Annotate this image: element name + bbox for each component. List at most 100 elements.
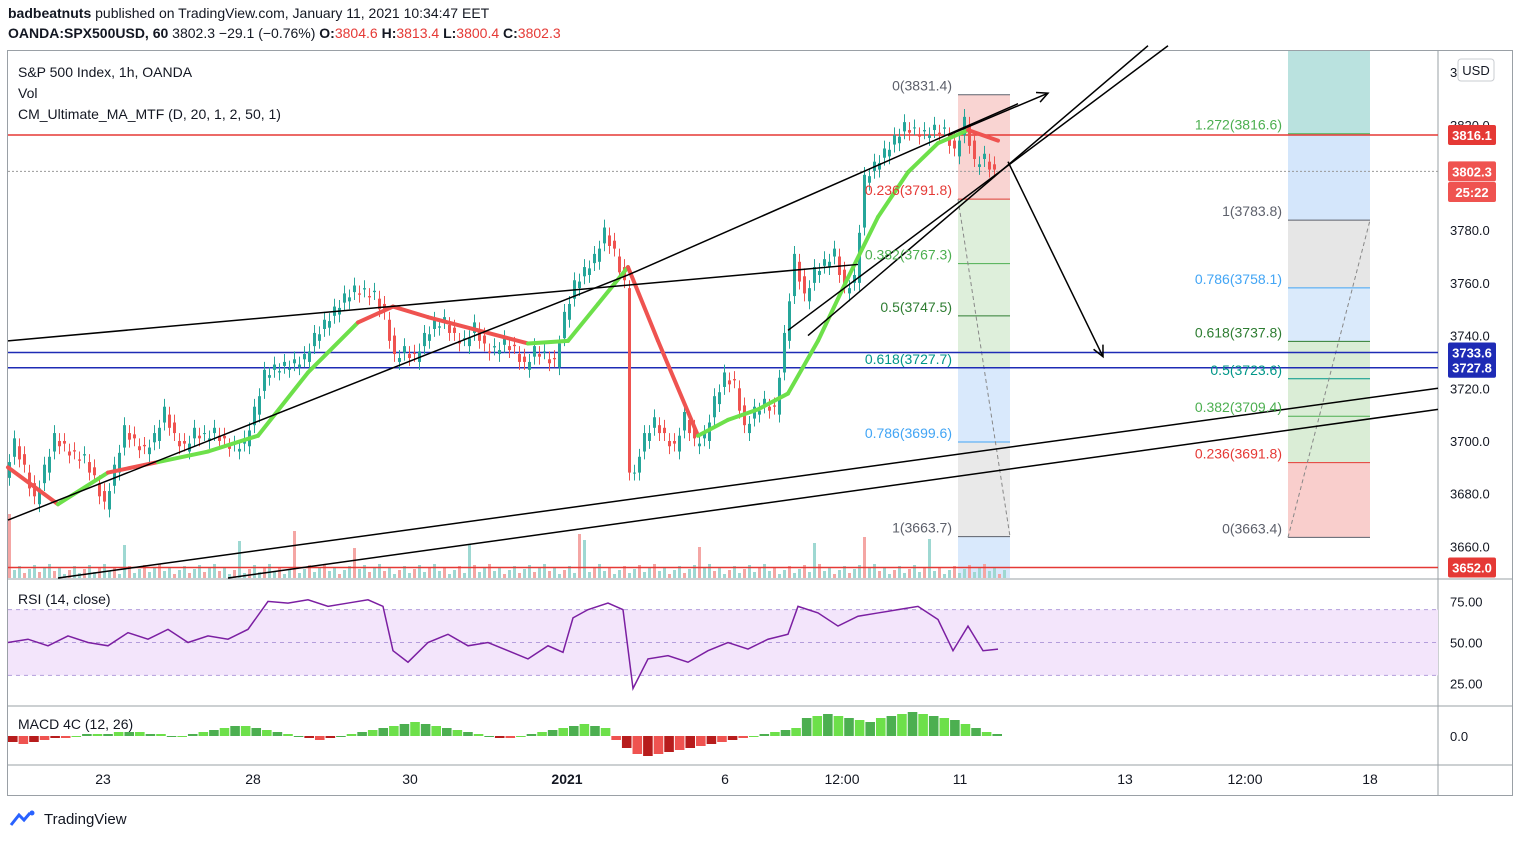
ma-segment (56, 470, 110, 507)
volume-bar (303, 569, 306, 578)
legend-rsi[interactable]: RSI (14, close) (18, 591, 111, 607)
ma-segment (816, 275, 850, 343)
price-label-box (1448, 161, 1496, 182)
volume-bar (763, 564, 766, 578)
candle-body (843, 269, 846, 286)
ma-segment (206, 433, 260, 454)
legend-volume[interactable]: Vol (18, 85, 38, 101)
symbol-line: OANDA:SPX500USD, 60 3802.3 −29.1 (−0.76%… (8, 25, 561, 41)
ma-segment (476, 328, 530, 346)
candle-body (468, 338, 471, 347)
candle-body (483, 335, 486, 344)
arrow-head (1035, 91, 1050, 103)
macd-bar (18, 736, 29, 744)
candle-body (183, 440, 186, 444)
candle-body (78, 459, 81, 461)
volume-bar (188, 573, 191, 578)
macd-bar (727, 736, 738, 740)
candle-body (563, 311, 566, 339)
macd-bar (39, 736, 50, 740)
legend-macd[interactable]: MACD 4C (12, 26) (18, 716, 134, 732)
macd-bar (156, 734, 166, 736)
volume-bar (208, 568, 211, 578)
trend-line (627, 103, 1019, 276)
candle-body (38, 488, 41, 505)
volume-bar (433, 564, 436, 578)
macd-bar (854, 720, 865, 736)
volume-bar (463, 573, 466, 578)
candle-body (298, 364, 301, 368)
volume-bar (913, 565, 916, 578)
candle-body (293, 359, 296, 364)
candle-body (768, 406, 771, 411)
time-tick: 12:00 (1227, 771, 1262, 787)
candle-body (508, 346, 511, 351)
volume-bar (493, 571, 496, 578)
projection-dashed-diagonal (1287, 220, 1371, 538)
volume-bar (168, 567, 171, 578)
candle-body (943, 127, 946, 129)
volume-bar (223, 567, 226, 578)
volume-bar (733, 566, 736, 578)
candle-body (108, 491, 111, 510)
rsi-line (7, 599, 999, 692)
volume-bar (283, 574, 286, 578)
macd-bar (643, 736, 653, 756)
volume-bar (53, 571, 56, 578)
volume-bar (153, 568, 156, 578)
time-tick: 11 (953, 771, 968, 787)
volume-bar (998, 574, 1001, 578)
macd-bar (145, 734, 156, 736)
volume-bar (973, 572, 976, 578)
candle-body (958, 140, 961, 157)
fib-label: 0(3831.4) (892, 78, 952, 94)
author-name[interactable]: badbeatnuts (8, 5, 92, 21)
candle-body (848, 288, 851, 294)
trend-line (57, 387, 1439, 579)
volume-bar (523, 569, 526, 578)
macd-bar (526, 734, 537, 736)
volume-bar (563, 570, 566, 578)
volume-bar (893, 570, 896, 578)
volume-bar (698, 547, 701, 578)
candle-body (863, 174, 866, 228)
candle-body (818, 271, 821, 275)
macd-bar (590, 726, 600, 736)
candle-body (153, 433, 156, 443)
price-label: 3802.3 (1452, 164, 1492, 179)
volume-bar (403, 566, 406, 578)
candle-body (813, 267, 816, 283)
volume-bar (28, 569, 31, 578)
candle-body (68, 451, 71, 456)
tradingview-brand[interactable]: TradingView (8, 808, 127, 830)
price-label-box (1448, 342, 1496, 363)
volume-bar (528, 565, 531, 578)
candle-body (688, 419, 691, 434)
legend-title[interactable]: S&P 500 Index, 1h, OANDA (18, 64, 193, 80)
macd-bar (357, 732, 367, 736)
macd-bar (865, 722, 875, 736)
candle-body (733, 379, 736, 381)
candle-body (803, 276, 806, 294)
candle-body (118, 452, 121, 473)
volume-bar (293, 531, 296, 578)
candle-body (393, 335, 396, 355)
volume-bar (863, 537, 866, 578)
candle-body (448, 325, 451, 333)
macd-bar (685, 736, 696, 748)
candle-body (933, 124, 936, 131)
macd-bar (717, 736, 727, 742)
ma-segment (726, 407, 760, 422)
volume-bar (278, 567, 281, 578)
symbol-name[interactable]: OANDA:SPX500USD, 60 (8, 25, 169, 41)
macd-bar (621, 736, 632, 748)
candle-body (973, 140, 976, 160)
macd-bar (166, 736, 177, 737)
candle-body (478, 330, 481, 341)
volume-bar (343, 570, 346, 578)
ma-segment (656, 338, 700, 438)
macd-bar (494, 736, 505, 738)
legend-ma[interactable]: CM_Ultimate_MA_MTF (D, 20, 1, 2, 50, 1) (18, 106, 281, 122)
macd-bar (801, 718, 812, 736)
